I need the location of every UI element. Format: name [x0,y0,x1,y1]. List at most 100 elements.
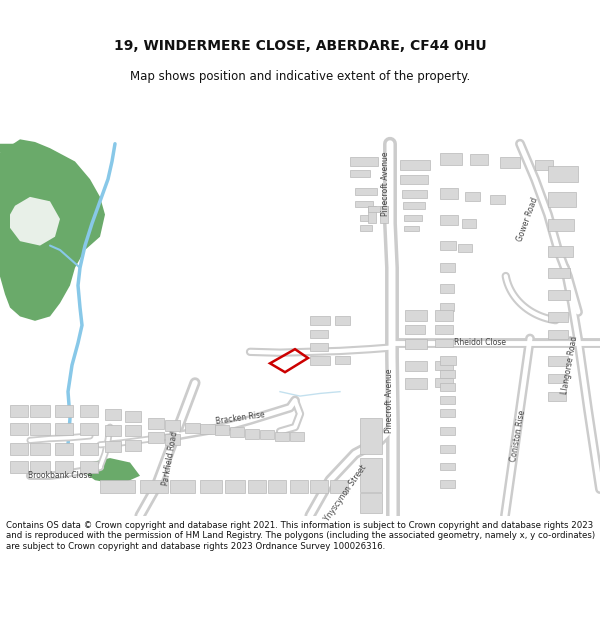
Bar [440,382,455,391]
Bar [290,432,304,441]
Bar [310,356,330,365]
Bar [440,241,456,250]
Bar [548,374,566,382]
Text: Llangorse Road: Llangorse Road [560,335,580,395]
Bar [200,424,215,434]
Bar [105,425,121,436]
Bar [105,409,121,420]
Text: Gower Road: Gower Road [516,196,540,242]
Bar [458,244,472,252]
Bar [548,166,578,182]
Text: Pinecroft Avenue: Pinecroft Avenue [380,151,389,216]
Bar [80,443,98,456]
Text: Brookbank Close: Brookbank Close [28,471,92,480]
Bar [335,316,350,325]
Bar [405,339,427,349]
Bar [30,461,50,473]
Bar [268,480,286,492]
Bar [330,480,348,492]
Bar [400,175,428,184]
Bar [245,429,259,439]
Bar [105,441,121,452]
Bar [290,480,308,492]
Bar [260,430,274,439]
Text: Ynyscynon Street: Ynyscynon Street [322,464,368,523]
Bar [380,206,388,223]
Bar [275,431,289,441]
Text: Bracken Rise: Bracken Rise [215,411,265,426]
Bar [548,192,576,207]
Bar [440,396,455,404]
Bar [30,405,50,418]
Bar [355,188,377,195]
Bar [10,405,28,418]
Bar [435,339,453,348]
Bar [462,219,476,228]
Bar [465,192,480,201]
Text: Map shows position and indicative extent of the property.: Map shows position and indicative extent… [130,71,470,83]
Bar [440,427,455,435]
Bar [248,480,266,492]
Bar [10,443,28,456]
Bar [400,159,430,170]
Bar [490,195,505,204]
Bar [170,480,195,492]
Bar [548,312,568,322]
Bar [230,427,244,437]
Text: Rheidol Close: Rheidol Close [454,339,506,348]
Bar [310,330,328,338]
Bar [404,226,419,231]
Bar [148,432,164,443]
Bar [55,422,73,435]
Bar [548,330,568,339]
Text: 19, WINDERMERE CLOSE, ABERDARE, CF44 0HU: 19, WINDERMERE CLOSE, ABERDARE, CF44 0HU [113,39,487,52]
Bar [402,190,427,198]
Bar [500,157,520,168]
Bar [548,392,566,401]
Bar [440,188,458,199]
Text: Contains OS data © Crown copyright and database right 2021. This information is : Contains OS data © Crown copyright and d… [6,521,595,551]
Bar [403,202,425,209]
Bar [148,418,164,429]
Bar [440,462,455,471]
Bar [10,461,28,473]
Bar [10,422,28,435]
Bar [435,310,453,321]
Bar [440,480,455,488]
Bar [125,441,141,451]
Bar [405,325,425,334]
Bar [405,378,427,389]
Bar [30,443,50,456]
Bar [368,206,388,212]
Bar [80,461,98,473]
Bar [440,284,454,292]
Bar [310,480,328,492]
Bar [125,425,141,436]
Bar [440,214,458,225]
Bar [310,316,330,325]
Bar [350,170,370,177]
Bar [200,480,222,492]
Bar [548,268,570,278]
Polygon shape [85,458,140,484]
Bar [55,443,73,456]
Bar [440,263,455,272]
Bar [435,325,453,334]
Bar [360,418,382,454]
Bar [100,480,135,492]
Bar [435,361,453,369]
Bar [440,303,454,311]
Text: Parkfield Road: Parkfield Road [161,430,179,486]
Bar [125,411,141,422]
Bar [470,154,488,165]
Bar [185,422,200,433]
Bar [440,409,455,418]
Bar [165,420,180,431]
Bar [215,425,229,435]
Bar [140,480,168,492]
Bar [548,356,568,366]
Bar [440,356,456,365]
Bar [548,290,570,301]
Bar [535,159,553,170]
Bar [310,343,328,351]
